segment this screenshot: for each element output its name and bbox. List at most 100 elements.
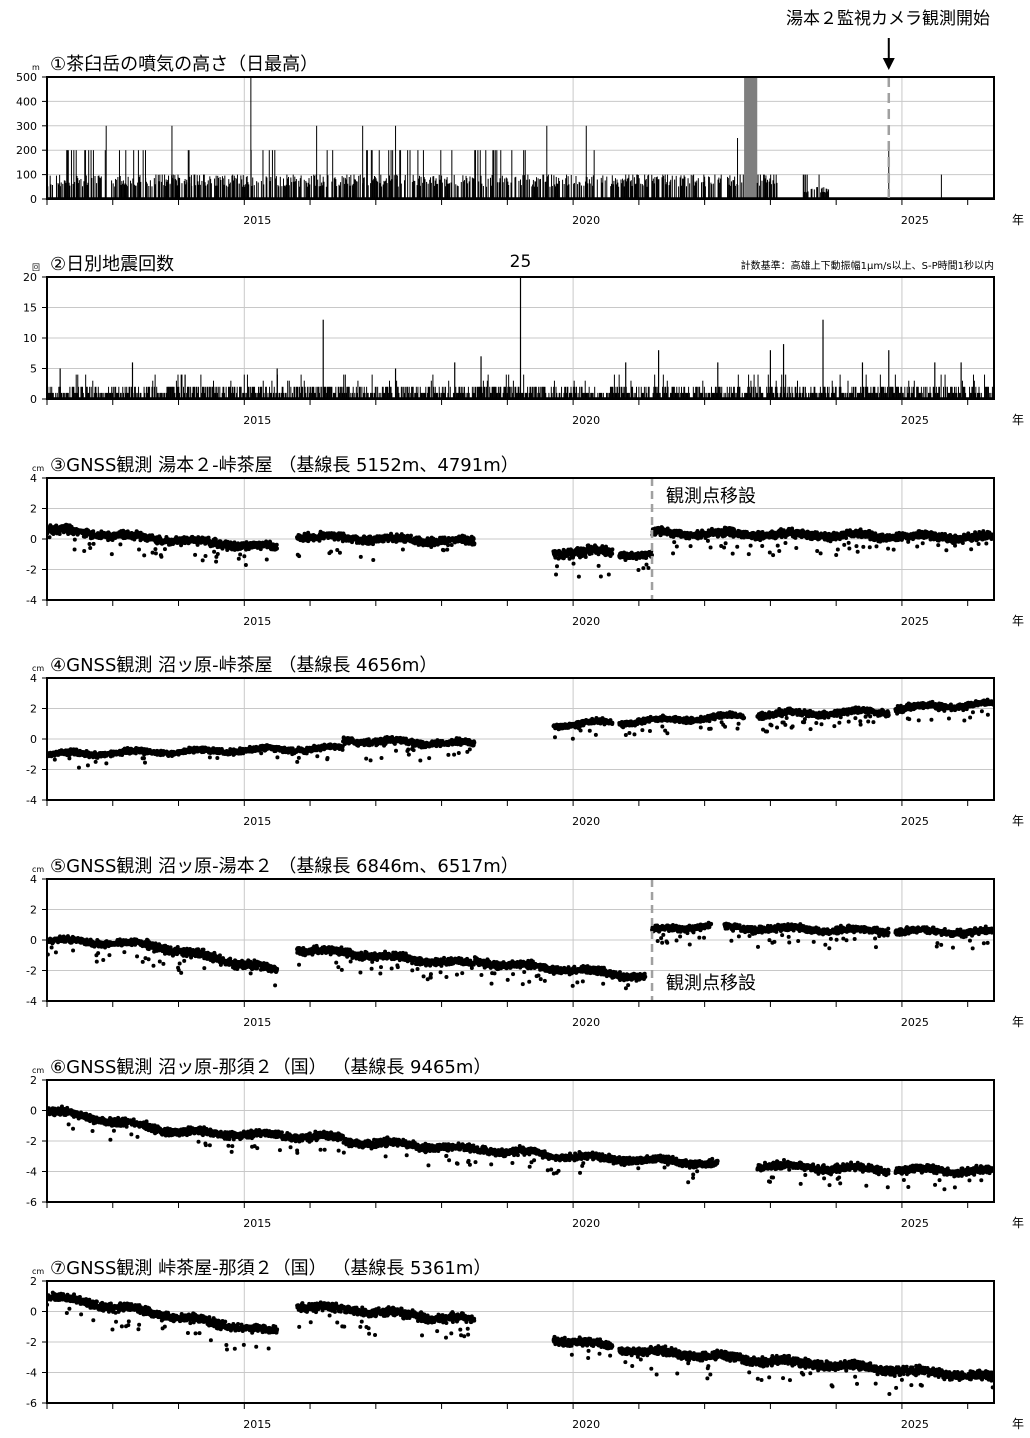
gnss-point (142, 553, 146, 557)
x-tick-label: 2015 (243, 414, 271, 427)
gnss-point (671, 551, 675, 555)
y-tick-label: -4 (26, 594, 37, 607)
year-unit-label: 年 (1012, 814, 1024, 828)
gnss-point (834, 553, 838, 557)
gnss-point (768, 551, 772, 555)
gnss-point (584, 555, 588, 559)
panel-title: ④GNSS観測 沼ッ原-峠茶屋 （基線長 4656m） (50, 655, 437, 676)
gnss-point (776, 544, 780, 548)
data-gap-band (744, 77, 757, 199)
gnss3-marks (45, 523, 996, 579)
gnss-point (886, 547, 890, 551)
gnss-point (445, 548, 449, 552)
gnss-point (644, 563, 648, 567)
gnss-point (214, 560, 218, 564)
y-tick-label: 500 (16, 71, 37, 84)
y-tick-label: 20 (23, 271, 37, 284)
y-tick-label: 4 (30, 672, 37, 685)
gnss-point (216, 552, 220, 556)
gnss-point (689, 544, 693, 548)
gnss-point (409, 534, 413, 538)
y-tick-label: 2 (30, 703, 37, 716)
gnss-point (275, 543, 279, 547)
gnss-point (472, 537, 476, 541)
gnss-point (961, 541, 965, 545)
camera-arrow-head (883, 58, 895, 70)
gnss-point (747, 552, 751, 556)
gnss-point (915, 544, 919, 548)
x-tick-label: 2015 (243, 214, 271, 227)
gnss-point (275, 547, 279, 551)
gnss-point (67, 756, 71, 760)
gnss-point (265, 558, 269, 562)
gnss-point (854, 544, 858, 548)
x-tick-label: 2025 (901, 414, 929, 427)
relocation-label: 観測点移設 (666, 486, 756, 507)
y-tick-label: 400 (16, 95, 37, 108)
gnss-point (88, 546, 92, 550)
year-unit-label: 年 (1012, 614, 1024, 628)
count-criteria: 計数基準：高雄上下動振幅1μm/s以上、S-P時間1秒以内 (741, 259, 994, 272)
y-tick-label: 100 (16, 169, 37, 182)
y-tick-label: 4 (30, 472, 37, 485)
plume-marks (47, 77, 994, 199)
y-tick-label: 0 (30, 193, 37, 206)
panel-title: ①茶臼岳の噴気の高さ（日最高） (50, 54, 318, 75)
gnss-point (936, 543, 940, 547)
y-tick-label: 2 (30, 503, 37, 516)
gnss-point (92, 542, 96, 546)
gnss-point (709, 545, 713, 549)
gnss-point (242, 554, 246, 558)
gnss-point (359, 555, 363, 559)
y-tick-label: 0 (30, 393, 37, 406)
x-tick-label: 2025 (901, 615, 929, 628)
gnss-point (163, 547, 167, 551)
gnss-point (771, 553, 775, 557)
gnss-point (599, 575, 603, 579)
gnss-point (984, 541, 988, 545)
gnss-point (73, 547, 77, 551)
gnss-point (442, 548, 446, 552)
x-tick-label: 2025 (901, 815, 929, 828)
gnss-point (610, 552, 614, 556)
gnss-point (861, 545, 865, 549)
gnss-point (794, 546, 798, 550)
x-tick-label: 2020 (572, 615, 600, 628)
panel-title: ③GNSS観測 湯本２-峠茶屋 （基線長 5152m、4791m） (50, 455, 519, 476)
gnss-point (77, 766, 81, 770)
gnss-point (204, 554, 208, 558)
gnss-point (82, 549, 86, 553)
gnss-point (237, 557, 241, 561)
y-tick-label: 200 (16, 144, 37, 157)
gnss-point (777, 549, 781, 553)
year-unit-label: 年 (1012, 413, 1024, 427)
gnss-point (943, 532, 947, 536)
gnss-point (847, 547, 851, 551)
gnss-point (977, 542, 981, 546)
gnss-point (371, 558, 375, 562)
gnss-point (597, 564, 601, 568)
gnss-point (472, 541, 476, 545)
x-tick-label: 2020 (572, 815, 600, 828)
gnss-point (815, 549, 819, 553)
y-tick-label: 5 (30, 363, 37, 376)
year-unit-label: 年 (1012, 213, 1024, 227)
gnss-point (783, 541, 787, 545)
gnss-point (53, 758, 57, 762)
gnss-point (944, 548, 948, 552)
y-tick-label: -2 (26, 764, 37, 777)
gnss-point (450, 543, 454, 547)
gnss-point (874, 544, 878, 548)
gnss-point (842, 543, 846, 547)
gnss-point (401, 548, 405, 552)
gnss-point (892, 548, 896, 552)
gnss-point (554, 572, 558, 576)
gnss-point (154, 551, 158, 555)
gnss-point (212, 550, 216, 554)
x-tick-label: 2020 (572, 414, 600, 427)
y-tick-label: 0 (30, 533, 37, 546)
panel-title: ②日別地震回数 (50, 254, 174, 275)
gnss-point (48, 535, 52, 539)
y-tick-label: -4 (26, 794, 37, 807)
